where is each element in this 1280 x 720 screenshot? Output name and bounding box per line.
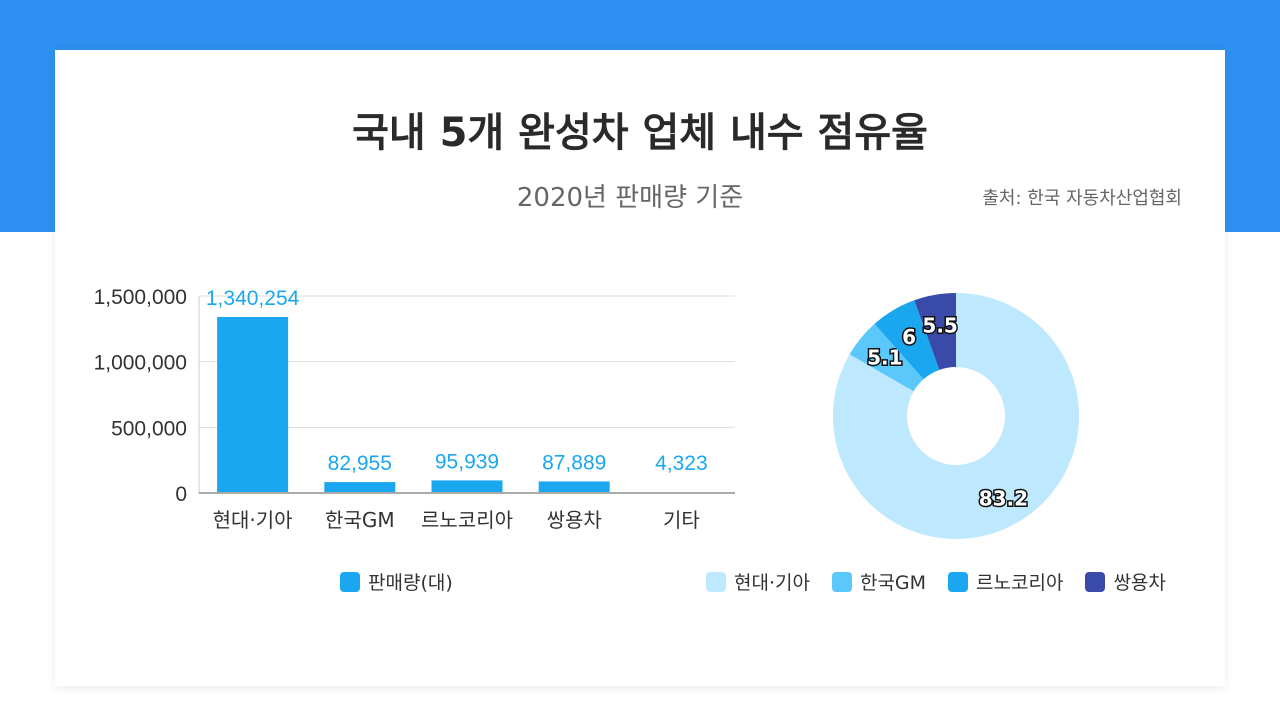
bar-value-label: 87,889 [542,451,606,474]
legend-item[interactable]: 현대·기아 [706,568,810,595]
y-tick-label: 500,000 [111,417,187,440]
x-tick-label: 기타 [663,508,700,532]
y-tick-label: 0 [175,483,187,506]
x-tick-label: 한국GM [325,508,395,532]
legend-item[interactable]: 한국GM [831,568,927,595]
donut-slice [849,323,924,392]
bar-value-label: 95,939 [435,450,499,473]
y-tick-label: 1,000,000 [94,352,187,375]
slice-label: 83.2 [979,486,1028,510]
donut-slice [833,293,1079,540]
bar-value-label: 4,323 [655,452,708,475]
donut-slice [914,293,956,370]
pie-legend: 현대·기아 한국GM 르노코리아 쌍용차 [706,568,1166,595]
bar-value-label: 1,340,254 [206,287,300,310]
slice-label: 5.5 [922,313,957,337]
y-tick-label: 1,500,000 [94,286,187,309]
slice-label: 6 [902,325,916,349]
x-tick-label: 르노코리아 [421,508,513,532]
legend-swatch [1085,571,1106,592]
bar [324,482,396,493]
bar [431,480,503,493]
bar-legend: 판매량(대) [340,568,453,595]
x-tick-label: 현대·기아 [213,508,293,532]
donut-slice [874,300,940,380]
legend-item[interactable]: 르노코리아 [948,568,1063,595]
legend-label: 쌍용차 [1113,572,1166,594]
legend-label: 한국GM [859,572,927,594]
legend-label: 판매량(대) [368,572,453,594]
source-note: 출처: 한국 자동차산업협회 [982,188,1182,209]
legend-label: 르노코리아 [976,572,1064,594]
page-title: 국내 5개 완성차 업체 내수 점유율 [352,110,928,156]
bar [217,316,289,493]
legend-swatch [948,571,969,592]
legend-item[interactable]: 쌍용차 [1085,568,1166,595]
legend-swatch [340,571,360,592]
subtitle: 2020년 판매량 기준 [516,183,744,213]
legend-swatch [831,571,852,592]
legend-swatch [706,571,726,592]
legend-label: 현대·기아 [734,572,810,594]
bar [538,481,610,493]
legend-item[interactable]: 판매량(대) [340,568,453,595]
x-tick-label: 쌍용차 [547,508,602,532]
bar-value-label: 82,955 [328,452,392,475]
